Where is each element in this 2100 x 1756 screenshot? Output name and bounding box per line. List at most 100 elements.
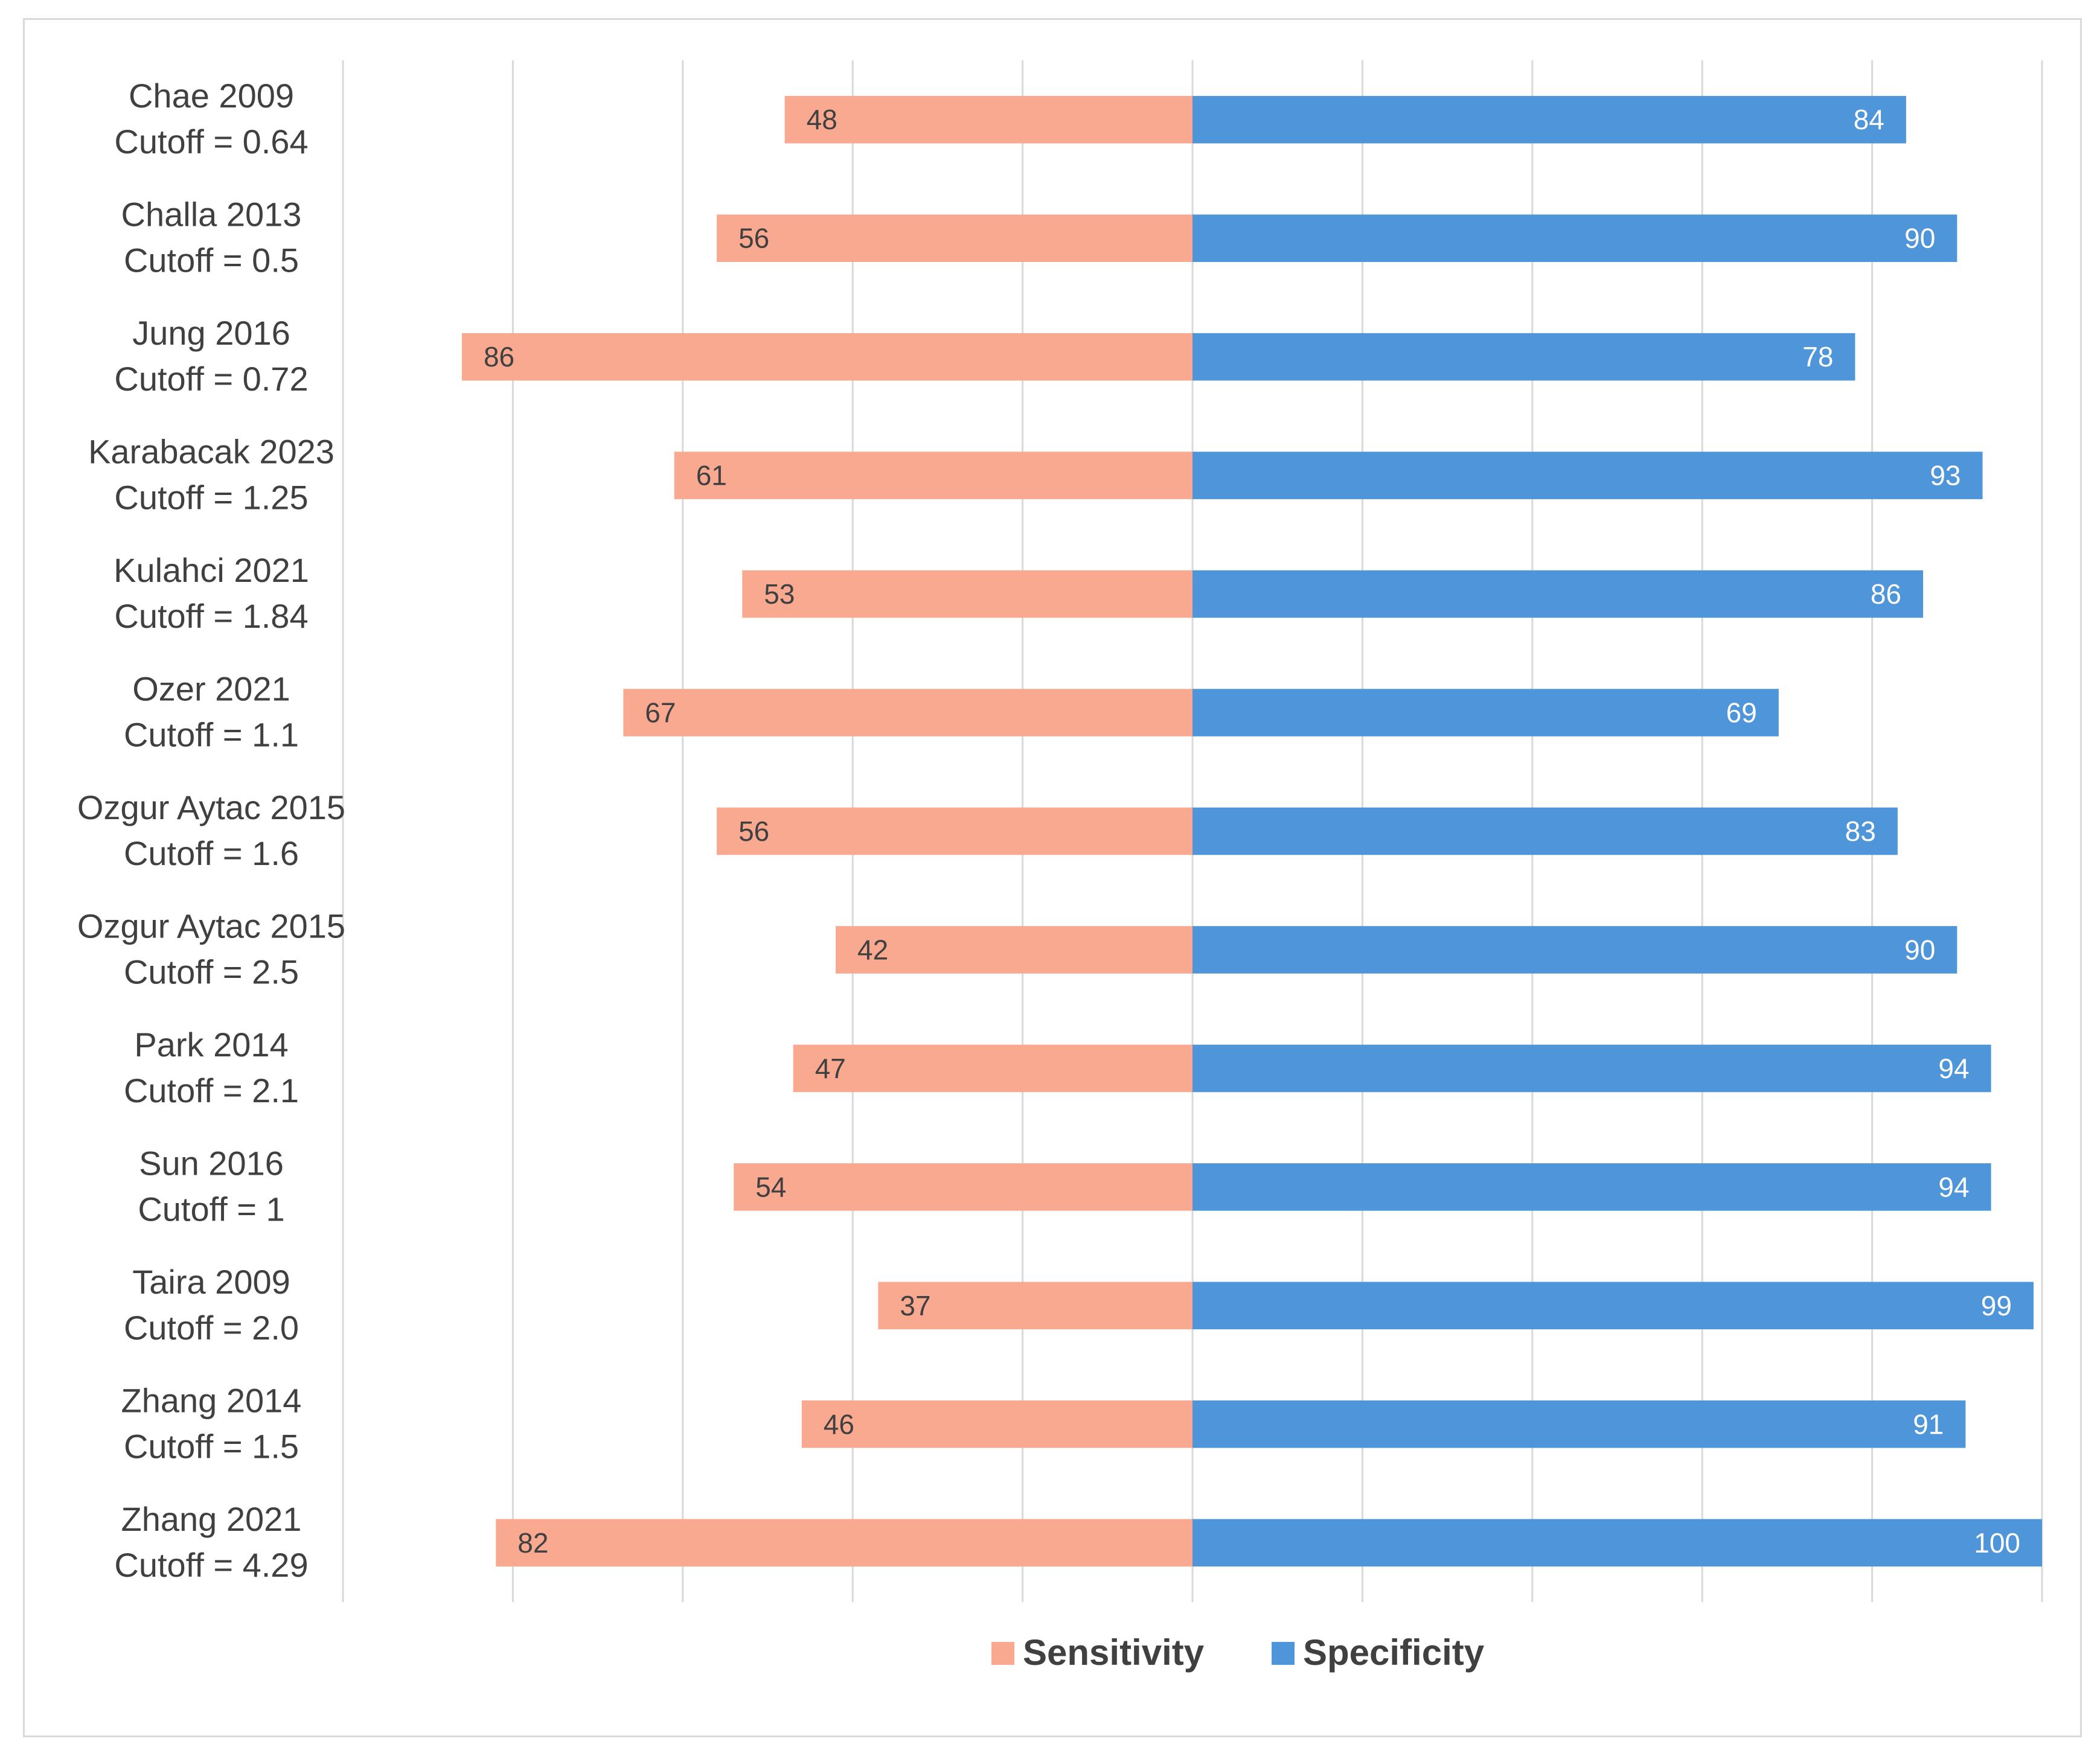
sensitivity-value-label: 54 bbox=[755, 1171, 786, 1202]
legend-swatch bbox=[1272, 1642, 1295, 1665]
category-cutoff: Cutoff = 0.5 bbox=[124, 241, 299, 279]
category-cutoff: Cutoff = 1 bbox=[138, 1190, 284, 1228]
sensitivity-bar bbox=[461, 333, 1192, 381]
sensitivity-value-label: 37 bbox=[900, 1290, 930, 1321]
specificity-value-label: 86 bbox=[1871, 578, 1901, 610]
sensitivity-bar bbox=[717, 807, 1192, 855]
sensitivity-value-label: 86 bbox=[484, 341, 514, 372]
category-label: Sun 2016 Cutoff = 1 bbox=[138, 1144, 284, 1228]
specificity-value-label: 100 bbox=[1974, 1527, 2020, 1559]
sensitivity-value-label: 56 bbox=[738, 816, 769, 847]
legend-label: Sensitivity bbox=[1023, 1632, 1205, 1673]
specificity-bar bbox=[1192, 214, 1958, 262]
specificity-bar bbox=[1192, 1282, 2034, 1330]
sensitivity-bar bbox=[623, 689, 1192, 736]
category-study: Chae 2009 bbox=[129, 77, 294, 115]
sensitivity-bar bbox=[784, 95, 1192, 144]
category-study: Ozgur Aytac 2015 bbox=[77, 907, 345, 945]
sensitivity-bar bbox=[496, 1519, 1192, 1567]
specificity-value-label: 99 bbox=[1981, 1290, 2012, 1321]
specificity-bar bbox=[1192, 1400, 1966, 1448]
category-label: Karabacak 2023 Cutoff = 1.25 bbox=[88, 433, 335, 517]
category-study: Ozgur Aytac 2015 bbox=[77, 788, 345, 826]
category-study: Park 2014 bbox=[134, 1026, 288, 1064]
category-cutoff: Cutoff = 4.29 bbox=[114, 1546, 308, 1584]
category-label: Ozgur Aytac 2015 Cutoff = 1.6 bbox=[77, 788, 345, 872]
category-cutoff: Cutoff = 2.1 bbox=[124, 1071, 299, 1109]
specificity-bar bbox=[1192, 333, 1855, 381]
specificity-value-label: 93 bbox=[1930, 460, 1961, 491]
category-label: Jung 2016 Cutoff = 0.72 bbox=[114, 314, 308, 398]
category-study: Challa 2013 bbox=[121, 196, 302, 234]
legend-swatch bbox=[991, 1642, 1014, 1665]
legend: Sensitivity Specificity bbox=[991, 1632, 1485, 1673]
sensitivity-bar bbox=[801, 1400, 1192, 1448]
category-study: Ozer 2021 bbox=[132, 670, 290, 708]
specificity-bar bbox=[1192, 570, 1924, 618]
sensitivity-bar bbox=[836, 926, 1192, 974]
category-study: Zhang 2021 bbox=[121, 1500, 302, 1538]
sensitivity-value-label: 46 bbox=[824, 1408, 854, 1440]
specificity-bar bbox=[1192, 1044, 1991, 1093]
specificity-value-label: 94 bbox=[1938, 1171, 1969, 1202]
category-cutoff: Cutoff = 1.1 bbox=[124, 716, 299, 754]
sensitivity-bar bbox=[793, 1044, 1192, 1093]
category-label: Taira 2009 Cutoff = 2.0 bbox=[124, 1263, 299, 1347]
category-study: Zhang 2014 bbox=[121, 1381, 302, 1419]
category-cutoff: Cutoff = 0.72 bbox=[114, 360, 308, 398]
specificity-bar bbox=[1192, 689, 1779, 736]
specificity-bar bbox=[1192, 1163, 1991, 1211]
category-cutoff: Cutoff = 2.5 bbox=[124, 953, 299, 991]
specificity-value-label: 78 bbox=[1802, 341, 1833, 372]
chart-frame bbox=[23, 18, 2082, 1737]
category-study: Taira 2009 bbox=[132, 1263, 290, 1301]
sensitivity-value-label: 82 bbox=[517, 1527, 548, 1559]
sensitivity-value-label: 47 bbox=[815, 1053, 846, 1084]
sensitivity-bar bbox=[878, 1282, 1192, 1330]
category-label: Park 2014 Cutoff = 2.1 bbox=[124, 1026, 299, 1109]
category-label: Zhang 2014 Cutoff = 1.5 bbox=[121, 1381, 302, 1465]
category-cutoff: Cutoff = 2.0 bbox=[124, 1309, 299, 1347]
category-labels: Chae 2009 Cutoff = 0.64 Challa 2013 Cutoff … bbox=[77, 77, 345, 1584]
category-label: Chae 2009 Cutoff = 0.64 bbox=[114, 77, 308, 161]
sensitivity-bar bbox=[734, 1163, 1192, 1211]
specificity-bar bbox=[1192, 452, 1983, 499]
sensitivity-value-label: 61 bbox=[696, 460, 727, 491]
specificity-value-label: 90 bbox=[1904, 934, 1935, 965]
specificity-value-label: 90 bbox=[1904, 223, 1935, 254]
specificity-value-label: 91 bbox=[1913, 1408, 1944, 1440]
sensitivity-bar bbox=[742, 570, 1192, 618]
category-cutoff: Cutoff = 1.84 bbox=[114, 597, 308, 635]
sensitivity-value-label: 67 bbox=[645, 697, 676, 729]
sensitivity-value-label: 53 bbox=[764, 578, 795, 610]
category-study: Kulahci 2021 bbox=[114, 551, 309, 589]
category-label: Kulahci 2021 Cutoff = 1.84 bbox=[114, 551, 309, 635]
category-study: Jung 2016 bbox=[132, 314, 290, 352]
sensitivity-bar bbox=[674, 452, 1192, 499]
category-label: Zhang 2021 Cutoff = 4.29 bbox=[114, 1500, 308, 1584]
specificity-value-label: 83 bbox=[1845, 816, 1876, 847]
category-cutoff: Cutoff = 1.5 bbox=[124, 1427, 299, 1465]
specificity-bar bbox=[1192, 926, 1958, 974]
category-study: Karabacak 2023 bbox=[88, 433, 335, 471]
sensitivity-value-label: 42 bbox=[857, 934, 888, 965]
specificity-value-label: 69 bbox=[1726, 697, 1757, 729]
category-cutoff: Cutoff = 0.64 bbox=[114, 123, 308, 161]
specificity-value-label: 84 bbox=[1854, 104, 1884, 135]
category-cutoff: Cutoff = 1.6 bbox=[124, 834, 299, 872]
specificity-bar bbox=[1192, 807, 1898, 855]
category-label: Ozer 2021 Cutoff = 1.1 bbox=[124, 670, 299, 754]
specificity-bar bbox=[1192, 1519, 2042, 1567]
specificity-bar bbox=[1192, 95, 1906, 144]
sensitivity-bar bbox=[717, 214, 1192, 262]
specificity-value-label: 94 bbox=[1938, 1053, 1969, 1084]
category-cutoff: Cutoff = 1.25 bbox=[114, 479, 308, 517]
category-label: Challa 2013 Cutoff = 0.5 bbox=[121, 196, 302, 279]
legend-label: Specificity bbox=[1303, 1632, 1485, 1673]
sensitivity-value-label: 48 bbox=[807, 104, 837, 135]
category-study: Sun 2016 bbox=[139, 1144, 284, 1182]
sensitivity-value-label: 56 bbox=[738, 223, 769, 254]
category-label: Ozgur Aytac 2015 Cutoff = 2.5 bbox=[77, 907, 345, 991]
bars: 48 84 56 90 86 78 61 93 53 86 67 69 56 83 42 90 47 94 54 94… bbox=[461, 95, 2042, 1567]
